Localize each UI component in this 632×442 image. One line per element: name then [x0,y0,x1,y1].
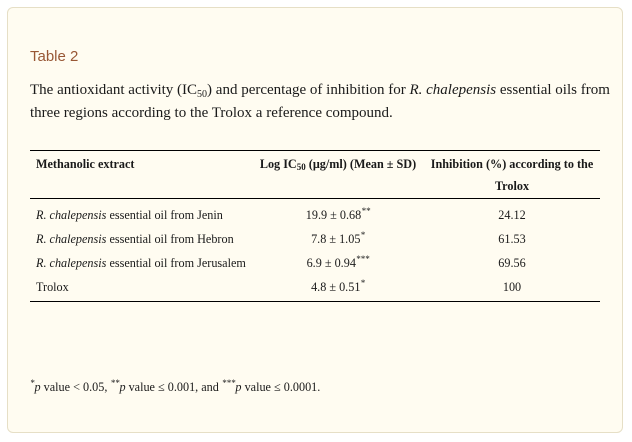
caption-text-2: ) and percentage of inhibition for [207,82,410,98]
table-footnote: *p value < 0.05, **p value ≤ 0.001, and … [30,378,321,395]
caption-species: R. chalepensis [409,82,497,98]
cell-inhibition: 24.12 [498,208,526,222]
cell-ic50-value: 7.8 ± 1.05 [311,232,361,246]
data-table: Methanolic extract Log IC50 (μg/ml) (Mea… [30,150,600,302]
cell-extract: Trolox [30,274,252,302]
cell-significance: * [360,230,365,240]
cell-inhibition: 61.53 [498,232,526,246]
footnote-marker: ** [110,378,120,388]
footnote-p: p [235,380,242,394]
cell-ic50: 7.8 ± 1.05* [252,226,424,250]
footnote-p: p [119,380,126,394]
footnote-text: value ≤ 0.001, and [125,380,222,394]
cell-extract: R. chalepensis essential oil from Jerusa… [30,250,252,274]
caption-text-1: The antioxidant activity (IC [30,82,198,98]
header-row: Methanolic extract Log IC50 (μg/ml) (Mea… [30,150,600,199]
table-row: R. chalepensis essential oil from Jenin … [30,199,600,227]
caption-subscript: 50 [197,89,208,100]
caption-text-3: essential oils from three regions accord… [30,82,610,121]
cell-ic50: 6.9 ± 0.94*** [252,250,424,274]
table-header: Methanolic extract Log IC50 (μg/ml) (Mea… [30,150,600,199]
header-log-ic50: Log IC50 (μg/ml) (Mean ± SD) [252,151,424,199]
cell-extract: R. chalepensis essential oil from Jenin [30,199,252,227]
footnote-text: value < 0.05, [40,380,111,394]
cell-ic50-value: 19.9 ± 0.68 [305,208,362,222]
cell-ic50: 19.9 ± 0.68** [252,199,424,227]
cell-significance: * [360,278,365,288]
cell-extract-species: R. chalepensis [36,256,107,270]
cell-inhibition: 100 [502,280,522,294]
header-log-ic50-pre: Log IC [259,157,297,171]
cell-extract-text: essential oil from Hebron [106,232,234,246]
cell-significance: *** [355,254,370,264]
cell-inhibition: 69.56 [498,256,526,270]
footnote-marker: * [30,378,35,388]
table-body: R. chalepensis essential oil from Jenin … [30,199,600,302]
header-inhibition: Inhibition (%) according to the Trolox [430,157,594,193]
header-methanolic-extract: Methanolic extract [36,157,135,171]
footnote-text: value ≤ 0.0001. [241,380,321,394]
table-caption: The antioxidant activity (IC50) and perc… [30,79,610,125]
table-row: R. chalepensis essential oil from Jerusa… [30,250,600,274]
cell-ic50-value: 4.8 ± 0.51 [311,280,361,294]
header-log-ic50-post: (μg/ml) (Mean ± SD) [305,157,417,171]
cell-extract-species: R. chalepensis [36,232,107,246]
cell-extract-text: essential oil from Jenin [106,208,223,222]
cell-ic50: 4.8 ± 0.51* [252,274,424,302]
table-row: R. chalepensis essential oil from Hebron… [30,226,600,250]
table-row: Trolox 4.8 ± 0.51* 100 [30,274,600,302]
table-panel: Table 2 The antioxidant activity (IC50) … [7,7,623,433]
table-label: Table 2 [30,48,79,65]
footnote-p: p [34,380,41,394]
footnote-marker: *** [221,378,236,388]
cell-significance: ** [361,206,371,216]
header-log-ic50-sub: 50 [296,162,306,172]
cell-extract-text: Trolox [36,280,69,294]
cell-extract: R. chalepensis essential oil from Hebron [30,226,252,250]
cell-ic50-value: 6.9 ± 0.94 [306,256,356,270]
cell-extract-text: essential oil from Jerusalem [106,256,246,270]
cell-extract-species: R. chalepensis [36,208,107,222]
